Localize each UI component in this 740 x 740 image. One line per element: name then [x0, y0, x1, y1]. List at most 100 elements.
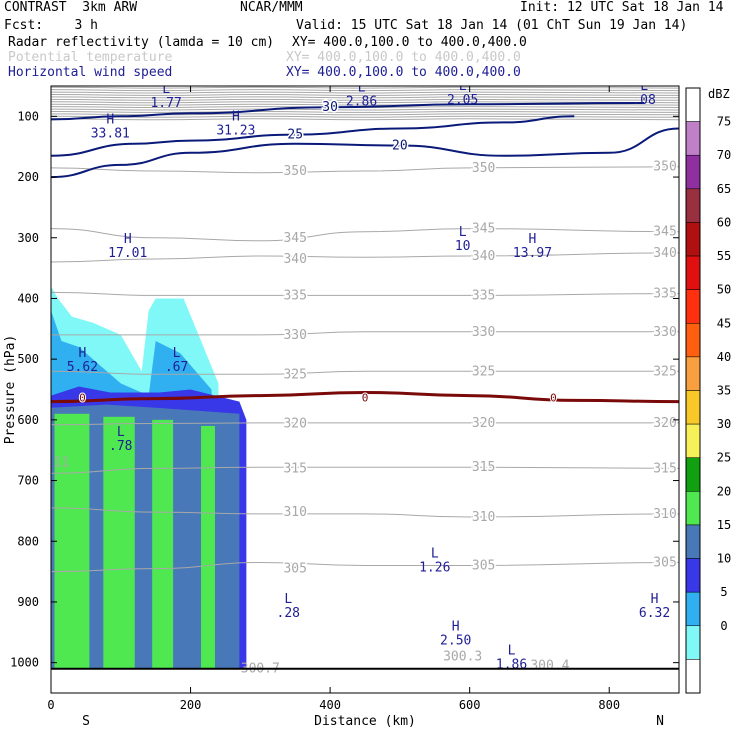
theta-contour-335 [51, 291, 679, 296]
colorbar-swatch [685, 188, 701, 223]
colorbar-level-label: 70 [717, 148, 731, 162]
colorbar-swatch [685, 591, 701, 627]
theta-upper-contour [51, 89, 679, 92]
field-reflectivity: Radar reflectivity (lamda = 10 cm) [8, 35, 275, 50]
extremum-value: 1.77 [150, 96, 181, 111]
init-time: Init: 12 UTC Sat 18 Jan 14 [520, 0, 724, 15]
theta-label: 345 [653, 225, 676, 240]
colorbar-swatch [685, 524, 701, 559]
field-wind-xy: XY= 400.0,100.0 to 400.0,400.0 [286, 65, 521, 80]
extremum-marker: L [640, 79, 648, 94]
y-tick-label: 400 [17, 291, 39, 305]
theta-label: 305 [653, 555, 676, 570]
theta-label: 325 [653, 364, 676, 379]
extremum-marker: L [508, 644, 516, 659]
theta-contour-350 [51, 166, 679, 174]
n-label: N [656, 714, 664, 729]
theta-contour-340 [51, 252, 679, 263]
y-tick-label: 700 [17, 474, 39, 488]
colorbar-level-label: 30 [717, 417, 731, 431]
colorbar-level-label: 35 [717, 384, 731, 398]
extremum-value: .78 [109, 439, 132, 454]
plot-content: 350 350 350 345 345 345 340 340 340 335 335 335 330 3… [51, 79, 679, 677]
colorbar-swatch [685, 659, 701, 694]
theta-label: 315 [472, 460, 495, 475]
y-tick-label: 300 [17, 231, 39, 245]
y-tick-label: 900 [17, 595, 39, 609]
misc-label: 11 [54, 455, 70, 470]
theta-contour-325 [51, 370, 679, 375]
theta-contour-345 [51, 228, 679, 242]
extremum-value: 2.05 [447, 93, 478, 108]
theta-label: 345 [472, 222, 495, 237]
extremum-value: 2.50 [440, 633, 471, 648]
colorbar-swatch [685, 121, 701, 156]
extremum-marker: H [452, 619, 460, 634]
theta-upper-contour [51, 98, 679, 101]
colorbar-level-label: 45 [717, 316, 731, 330]
wind-contour-label: 30 [322, 100, 338, 115]
y-tick-label: 500 [17, 352, 39, 366]
x-tick-label: 800 [598, 698, 620, 712]
reflectivity-25dbz-column [152, 419, 174, 669]
reflectivity-25dbz-column [201, 425, 215, 669]
extremum-marker: H [529, 232, 537, 247]
extremum-marker: H [78, 346, 86, 361]
field-wind: Horizontal wind speed [8, 65, 173, 80]
theta-label: 340 [472, 249, 495, 264]
extremum-value: .28 [277, 606, 300, 621]
wind-contour-label: 20 [392, 138, 408, 153]
colorbar-level-label: 0 [720, 619, 727, 633]
theta-contour-315 [51, 466, 679, 474]
field-reflectivity-xy: XY= 400.0,100.0 to 400.0,400.0 [292, 35, 527, 50]
colorbar-title: dBZ [708, 87, 730, 101]
extremum-value: 10 [455, 239, 471, 254]
freezing-level-label: 0 [79, 391, 86, 404]
theta-upper-contour [51, 86, 679, 89]
x-tick-label: 200 [180, 698, 202, 712]
theta-contour-330 [51, 331, 679, 336]
forecast-hour: Fcst: 3 h [4, 18, 98, 33]
colorbar-swatch [685, 356, 701, 391]
extremum-marker: L [284, 592, 292, 607]
theta-label: 330 [653, 325, 676, 340]
model-title: CONTRAST 3km ARW [4, 0, 138, 15]
extremum-value: .08 [632, 93, 655, 108]
y-tick-label: 800 [17, 534, 39, 548]
colorbar-swatch [685, 390, 701, 425]
valid-time: Valid: 15 UTC Sat 18 Jan 14 (01 ChT Sun … [296, 18, 688, 33]
field-theta: Potential temperature [8, 50, 173, 65]
theta-surface-label: 300.3 [443, 650, 482, 665]
reflectivity-20dbz [51, 404, 240, 669]
colorbar-swatch [685, 323, 701, 358]
theta-contour-305 [51, 561, 679, 573]
colorbar-level-label: 60 [717, 215, 731, 229]
extremum-value: 1.26 [419, 560, 450, 575]
extremum-value: 13.97 [513, 246, 552, 261]
theta-upper-contour [51, 110, 679, 113]
extremum-marker: L [459, 79, 467, 94]
colorbar-frame [685, 87, 701, 694]
theta-label: 325 [472, 364, 495, 379]
x-axis-label: Distance (km) [314, 714, 416, 729]
extremum-marker: L [358, 80, 366, 95]
theta-label: 305 [472, 559, 495, 574]
theta-label: 330 [472, 325, 495, 340]
extremum-marker: L [431, 546, 439, 561]
colorbar-swatch [685, 255, 701, 290]
extremum-marker: L [117, 425, 125, 440]
theta-contour-310 [51, 507, 679, 518]
extremum-value: 17.01 [108, 246, 147, 261]
theta-label: 345 [283, 231, 306, 246]
theta-label: 310 [283, 505, 306, 520]
colorbar-level-label: 75 [717, 115, 731, 129]
extremum-value: 33.81 [91, 126, 130, 141]
reflectivity-25dbz-column [103, 416, 135, 669]
extremum-marker: H [651, 592, 659, 607]
theta-label: 335 [472, 288, 495, 303]
colorbar-swatch [685, 558, 701, 593]
colorbar-level-label: 5 [720, 585, 727, 599]
plot-frame [50, 85, 680, 694]
theta-label: 340 [653, 246, 676, 261]
